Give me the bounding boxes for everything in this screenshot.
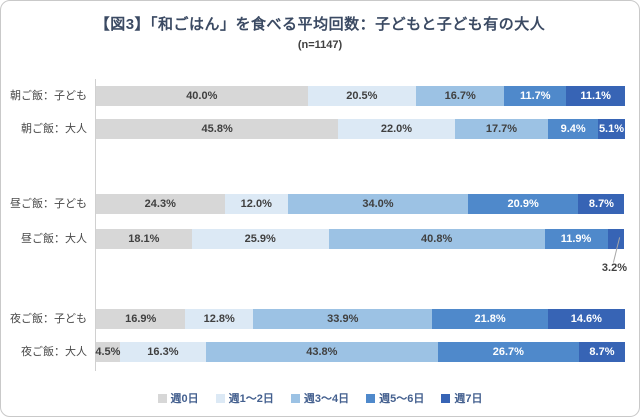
- segment-value-label: 25.9%: [244, 233, 276, 245]
- legend-label: 週7日: [454, 393, 483, 405]
- bar-stack: 4.5% 16.3% 43.8% 26.7% 8.7%: [95, 342, 625, 362]
- segment-value-label: 8.7%: [588, 198, 614, 210]
- bar-segment: 45.8%: [96, 119, 339, 139]
- bar-stack: 45.8% 22.0% 17.7% 9.4% 5.1%: [96, 119, 625, 139]
- bar-segment: 14.6%: [547, 309, 625, 329]
- bar-stack: 24.3% 12.0% 34.0% 20.9% 8.7%: [96, 194, 625, 214]
- segment-value-label: 18.1%: [128, 233, 160, 245]
- bar-segment: 43.8%: [206, 342, 438, 362]
- bar-segment: 40.0%: [96, 86, 308, 106]
- segment-value-label: 8.7%: [589, 346, 615, 358]
- bar-segment: 40.8%: [328, 229, 545, 249]
- bar-segment: 18.1%: [96, 229, 192, 249]
- legend-swatch-icon: [215, 393, 225, 403]
- legend-label: 週1～2日: [228, 393, 274, 405]
- legend: 週0日 週1～2日 週3～4日 週5～6日 週7日: [1, 390, 639, 406]
- legend-label: 週5～6日: [379, 393, 425, 405]
- bar-segment: [607, 229, 625, 249]
- category-label: 昼ご飯：大人: [21, 233, 87, 245]
- chart-subtitle: (n=1147): [297, 39, 343, 51]
- segment-value-label: 11.1%: [580, 90, 611, 102]
- segment-value-label: 12.0%: [240, 198, 272, 210]
- segment-value-label: 20.5%: [346, 90, 378, 102]
- legend-swatch-icon: [441, 393, 451, 403]
- bar-row: 昼ご飯：子ども 24.3% 12.0% 34.0% 20.9% 8.7%: [9, 194, 625, 214]
- bar-stack: 16.9% 12.8% 33.9% 21.8% 14.6%: [96, 309, 625, 329]
- legend-swatch-icon: [366, 393, 376, 403]
- bar-segment: 22.0%: [338, 119, 455, 139]
- bar-row: 昼ご飯：大人 18.1% 25.9% 40.8% 11.9%: [9, 229, 625, 249]
- bar-segment: 26.7%: [437, 342, 579, 362]
- bar-segment: 9.4%: [548, 119, 598, 139]
- bar-row: 朝ご飯：大人 45.8% 22.0% 17.7% 9.4% 5.1%: [9, 119, 625, 139]
- bar-segment: 16.3%: [119, 342, 207, 362]
- segment-value-label: 16.9%: [125, 313, 157, 325]
- bar-segment: 21.8%: [432, 309, 548, 329]
- category-label: 夜ご飯：子ども: [10, 313, 87, 325]
- category-label: 昼ご飯：子ども: [10, 198, 87, 210]
- bar-row: 夜ご飯：子ども 16.9% 12.8% 33.9% 21.8% 14.6%: [9, 309, 625, 329]
- segment-value-label: 33.9%: [327, 313, 359, 325]
- segment-value-label: 34.0%: [362, 198, 394, 210]
- bar-segment: 11.9%: [544, 229, 608, 249]
- bar-segment: 12.0%: [224, 194, 289, 214]
- segment-value-label: 4.5%: [95, 346, 121, 358]
- bar-segment: 34.0%: [288, 194, 468, 214]
- legend-swatch-icon: [157, 393, 167, 403]
- bar-segment: 20.5%: [307, 86, 417, 106]
- segment-value-label: 43.8%: [306, 346, 338, 358]
- bar-row: 夜ご飯：大人 4.5% 16.3% 43.8% 26.7% 8.7%: [9, 342, 625, 362]
- bar-segment: 33.9%: [253, 309, 433, 329]
- category-label: 朝ご飯：大人: [21, 123, 87, 135]
- segment-value-label: 11.9%: [560, 233, 592, 245]
- bar-segment: 16.9%: [96, 309, 186, 329]
- segment-value-label: 9.4%: [560, 123, 586, 135]
- plot-area: 朝ご飯：子ども 40.0% 20.5% 16.7% 11.7% 11.1% 朝ご飯：大人 45…: [9, 79, 627, 373]
- segment-value-label: 12.8%: [203, 313, 235, 325]
- segment-value-label: 16.3%: [147, 346, 179, 358]
- bar-row: 朝ご飯：子ども 40.0% 20.5% 16.7% 11.7% 11.1%: [9, 86, 625, 106]
- bar-segment: 4.5%: [95, 342, 121, 362]
- legend-item: 週3～4日: [290, 390, 350, 406]
- legend-item: 週0日: [157, 390, 199, 406]
- legend-item: 週1～2日: [215, 390, 274, 406]
- segment-value-label: 26.7%: [492, 346, 524, 358]
- segment-value-label: 40.8%: [421, 233, 453, 245]
- bar-segment: 8.7%: [578, 342, 625, 362]
- category-label: 朝ご飯：子ども: [10, 90, 87, 102]
- legend-label: 週0日: [170, 393, 199, 405]
- bar-segment: 12.8%: [185, 309, 254, 329]
- legend-item: 週7日: [441, 390, 483, 406]
- callout-label: 3.2%: [601, 262, 627, 274]
- bar-segment: 11.1%: [566, 86, 625, 106]
- legend-swatch-icon: [290, 393, 300, 403]
- bar-segment: 25.9%: [191, 229, 329, 249]
- segment-value-label: 11.7%: [520, 90, 551, 102]
- segment-value-label: 22.0%: [380, 123, 413, 135]
- segment-value-label: 45.8%: [201, 123, 233, 135]
- segment-value-label: 16.7%: [444, 90, 476, 102]
- bar-segment: 17.7%: [454, 119, 549, 139]
- category-axis-line: [95, 79, 96, 371]
- segment-value-label: 5.1%: [598, 123, 625, 135]
- segment-value-label: 21.8%: [474, 313, 506, 325]
- segment-value-label: 20.9%: [507, 198, 539, 210]
- category-label: 夜ご飯：大人: [21, 346, 87, 358]
- bar-segment: 20.9%: [467, 194, 579, 214]
- segment-value-label: 40.0%: [186, 90, 218, 102]
- bar-segment: 5.1%: [598, 119, 625, 139]
- bar-segment: 24.3%: [96, 194, 225, 214]
- bar-stack: 18.1% 25.9% 40.8% 11.9%: [96, 229, 625, 249]
- legend-item: 週5～6日: [366, 390, 424, 406]
- segment-value-label: 17.7%: [485, 123, 518, 135]
- segment-value-label: 24.3%: [144, 198, 176, 210]
- legend-label: 週3～4日: [303, 393, 350, 405]
- chart-title: 【図3】「和ごはん」を食べる平均回数：子どもと子ども有の大人: [94, 16, 546, 33]
- bar-segment: 8.7%: [578, 194, 625, 214]
- bar-segment: 11.7%: [504, 86, 567, 106]
- bar-segment: 16.7%: [416, 86, 505, 106]
- segment-value-label: 14.6%: [570, 313, 602, 325]
- bar-stack: 40.0% 20.5% 16.7% 11.7% 11.1%: [96, 86, 625, 106]
